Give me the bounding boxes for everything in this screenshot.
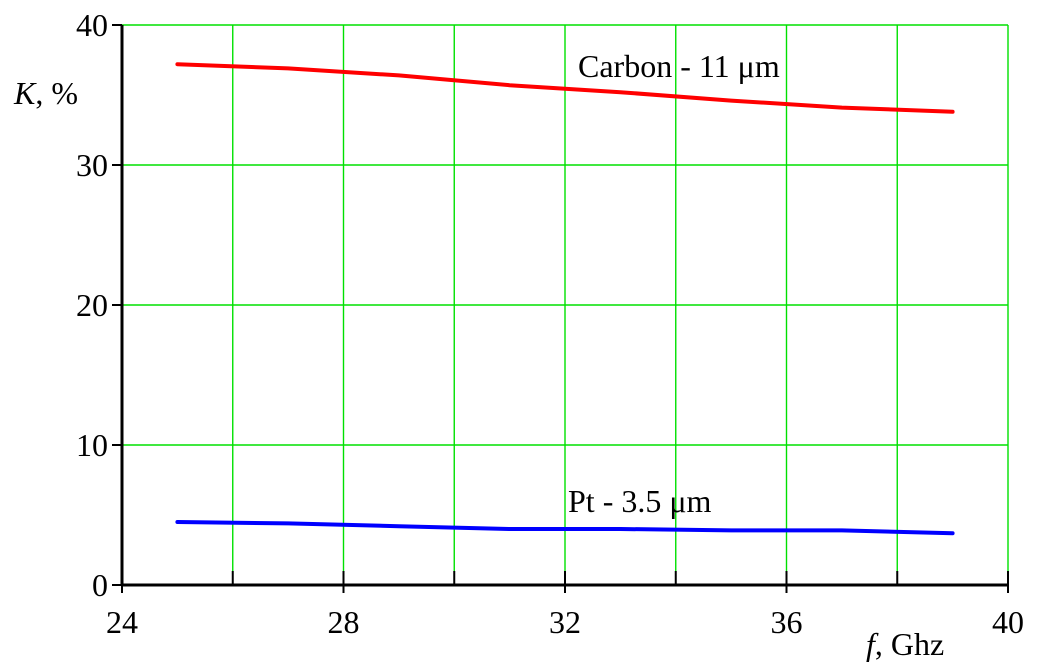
labels: 0 10 20 30 40 24 28 32 36 40 K, % f, Ghz Carbon - 11…: [13, 7, 1024, 662]
x-tick-label-24: 24: [106, 604, 138, 640]
x-axis-label: f, Ghz: [866, 626, 944, 662]
series-line-1: [175, 520, 955, 536]
grid: [122, 24, 1009, 585]
axes: [112, 24, 1009, 593]
x-tick-label-28: 28: [328, 604, 360, 640]
y-tick-label-30: 30: [76, 147, 108, 183]
y-tick-label-20: 20: [76, 287, 108, 323]
y-tick-label-40: 40: [76, 7, 108, 43]
series-line-0: [175, 62, 955, 114]
series-label-1: Pt - 3.5 μm: [568, 483, 712, 519]
series-label-0: Carbon - 11 μm: [578, 48, 780, 84]
y-axis-label: K, %: [13, 75, 78, 111]
y-tick-label-10: 10: [76, 427, 108, 463]
y-tick-label-0: 0: [92, 567, 108, 603]
x-tick-label-40: 40: [992, 604, 1024, 640]
x-tick-label-32: 32: [549, 604, 581, 640]
x-tick-label-36: 36: [771, 604, 803, 640]
series-lines: [175, 62, 955, 536]
